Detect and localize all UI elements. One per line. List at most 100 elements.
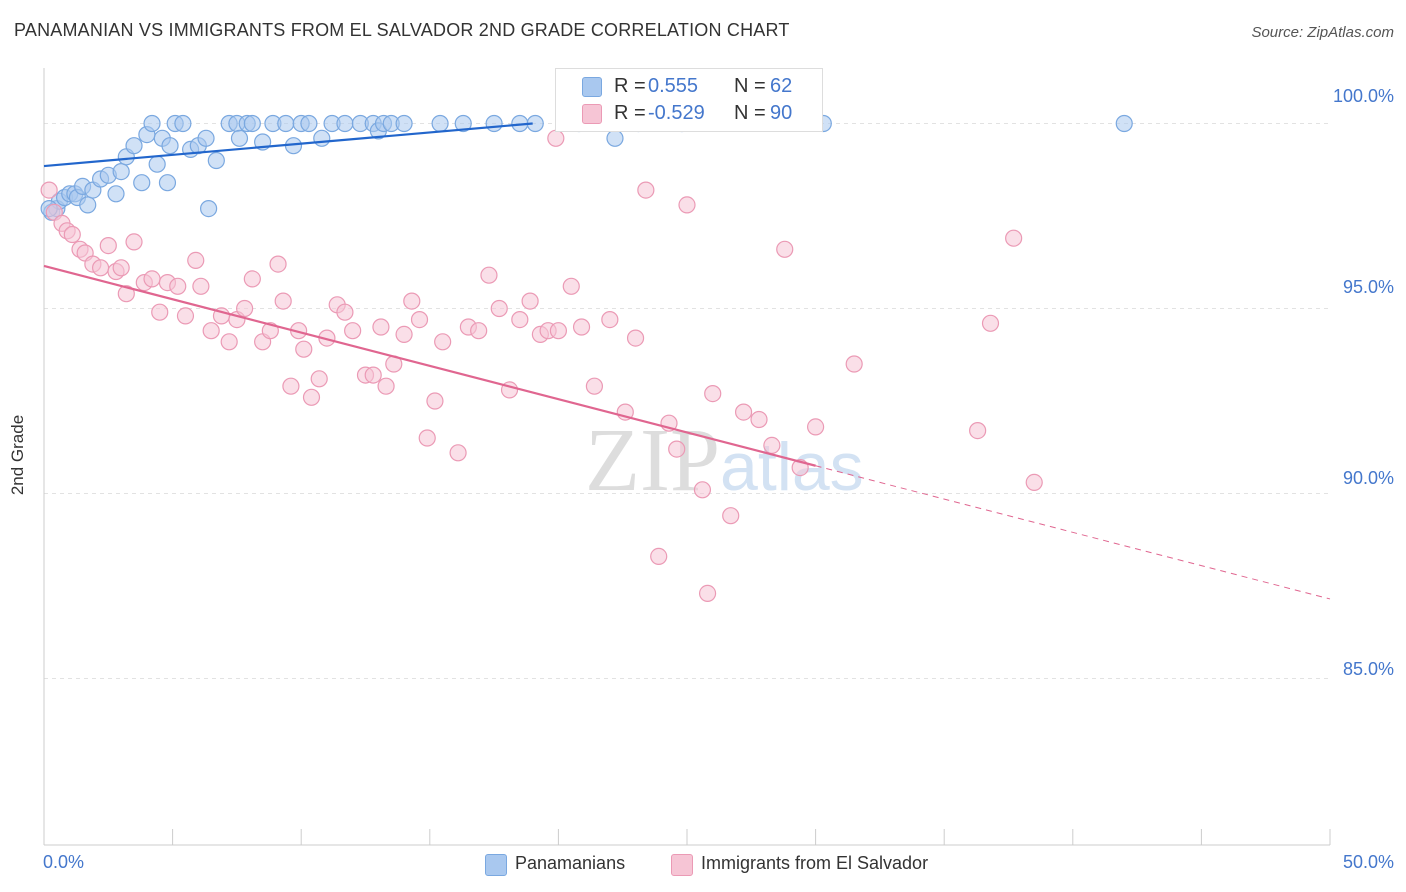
data-point-el-salvador (969, 422, 987, 440)
trend-line-extension-el-salvador (815, 465, 1331, 600)
data-point-el-salvador (547, 129, 565, 147)
data-point-el-salvador (236, 299, 254, 318)
data-point-el-salvador (125, 233, 143, 251)
data-point-el-salvador (410, 311, 429, 329)
legend: Panamanians Immigrants from El Salvador (0, 852, 1406, 878)
data-point-panamanians (197, 129, 215, 147)
data-point-el-salvador (151, 303, 169, 321)
data-point-el-salvador (364, 366, 382, 384)
data-point-el-salvador (763, 436, 781, 454)
data-point-el-salvador (40, 181, 58, 199)
data-point-el-salvador (63, 225, 81, 244)
data-point-panamanians (1115, 114, 1133, 133)
data-point-el-salvador (572, 318, 591, 336)
data-point-el-salvador (434, 333, 452, 351)
series-swatch (582, 77, 602, 97)
data-point-el-salvador (981, 314, 1000, 332)
y-tick-label: 85.0% (1342, 659, 1394, 679)
chart-title: PANAMANIAN VS IMMIGRANTS FROM EL SALVADO… (14, 20, 790, 40)
data-point-el-salvador (601, 311, 619, 329)
data-point-el-salvador (377, 377, 395, 395)
n-value: 62 (770, 75, 793, 97)
data-point-el-salvador (169, 277, 187, 295)
data-point-panamanians (161, 137, 179, 155)
data-point-panamanians (112, 163, 130, 181)
data-point-el-salvador (187, 251, 205, 269)
data-point-el-salvador (698, 584, 717, 603)
data-point-panamanians (606, 129, 624, 147)
r-label: R = (614, 75, 646, 97)
data-point-panamanians (454, 114, 472, 133)
data-point-el-salvador (344, 322, 362, 340)
data-point-el-salvador (269, 255, 287, 273)
data-point-panamanians (143, 114, 161, 133)
data-point-el-salvador (91, 259, 110, 277)
data-point-el-salvador (418, 429, 436, 447)
data-point-el-salvador (470, 322, 488, 340)
trend-line-panamanians (43, 122, 533, 168)
data-point-el-salvador (1005, 229, 1023, 247)
legend-swatch (485, 854, 507, 876)
data-point-panamanians (431, 114, 449, 133)
data-point-el-salvador (750, 410, 768, 429)
r-value: -0.529 (648, 102, 705, 124)
data-point-panamanians (200, 200, 218, 218)
stats-box: R = 0.555 N = 62 R = -0.529 N = 90 (555, 68, 823, 132)
data-point-el-salvador (310, 370, 328, 388)
data-point-el-salvador (295, 340, 313, 358)
data-point-el-salvador (480, 266, 498, 284)
y-tick-label: 90.0% (1342, 468, 1394, 488)
stats-row-panamanians: R = 0.555 N = 62 (556, 73, 822, 99)
data-point-el-salvador (202, 322, 220, 340)
data-point-panamanians (243, 114, 261, 133)
data-point-panamanians (133, 174, 151, 192)
y-tick-label: 100.0% (1332, 86, 1394, 106)
data-point-el-salvador (693, 481, 712, 499)
data-point-el-salvador (845, 355, 863, 373)
data-point-el-salvador (274, 292, 292, 310)
data-point-el-salvador (243, 270, 261, 288)
data-point-el-salvador (395, 325, 413, 343)
data-point-el-salvador (282, 377, 300, 395)
data-point-el-salvador (704, 385, 722, 403)
data-point-el-salvador (117, 285, 135, 303)
data-point-el-salvador (806, 418, 825, 436)
data-point-el-salvador (490, 299, 508, 318)
n-label: N = (734, 102, 766, 124)
data-point-el-salvador (626, 329, 645, 347)
x-tick-label-min: 0.0% (43, 852, 85, 872)
data-point-panamanians (107, 185, 125, 203)
r-label: R = (614, 102, 646, 124)
series-swatch (582, 104, 602, 124)
data-point-panamanians (148, 155, 166, 173)
data-point-el-salvador (426, 392, 444, 410)
x-tick-label-max: 50.0% (1342, 852, 1394, 872)
r-value: 0.555 (648, 75, 699, 97)
data-point-el-salvador (722, 507, 740, 525)
data-point-el-salvador (650, 547, 668, 566)
data-point-panamanians (485, 114, 503, 133)
data-point-panamanians (313, 129, 331, 147)
n-value: 90 (770, 102, 793, 124)
trend-line-el-salvador (43, 264, 816, 467)
data-point-el-salvador (372, 318, 390, 336)
legend-swatch (671, 854, 693, 876)
data-point-panamanians (395, 114, 413, 133)
data-point-el-salvador (112, 259, 130, 277)
legend-label: Immigrants from El Salvador (701, 853, 929, 873)
data-point-el-salvador (403, 292, 421, 310)
data-point-panamanians (79, 196, 97, 214)
data-point-panamanians (125, 137, 143, 155)
data-point-el-salvador (192, 277, 210, 295)
data-point-el-salvador (143, 270, 161, 288)
data-point-el-salvador (511, 311, 529, 329)
chart-source: Source: ZipAtlas.com (1251, 24, 1394, 41)
data-point-el-salvador (176, 307, 195, 325)
legend-label: Panamanians (515, 853, 626, 873)
data-point-panamanians (300, 114, 318, 133)
y-tick-label: 95.0% (1342, 277, 1394, 297)
data-point-el-salvador (776, 240, 794, 258)
data-point-el-salvador (99, 237, 117, 255)
data-point-el-salvador (734, 403, 753, 421)
data-point-panamanians (174, 114, 192, 133)
